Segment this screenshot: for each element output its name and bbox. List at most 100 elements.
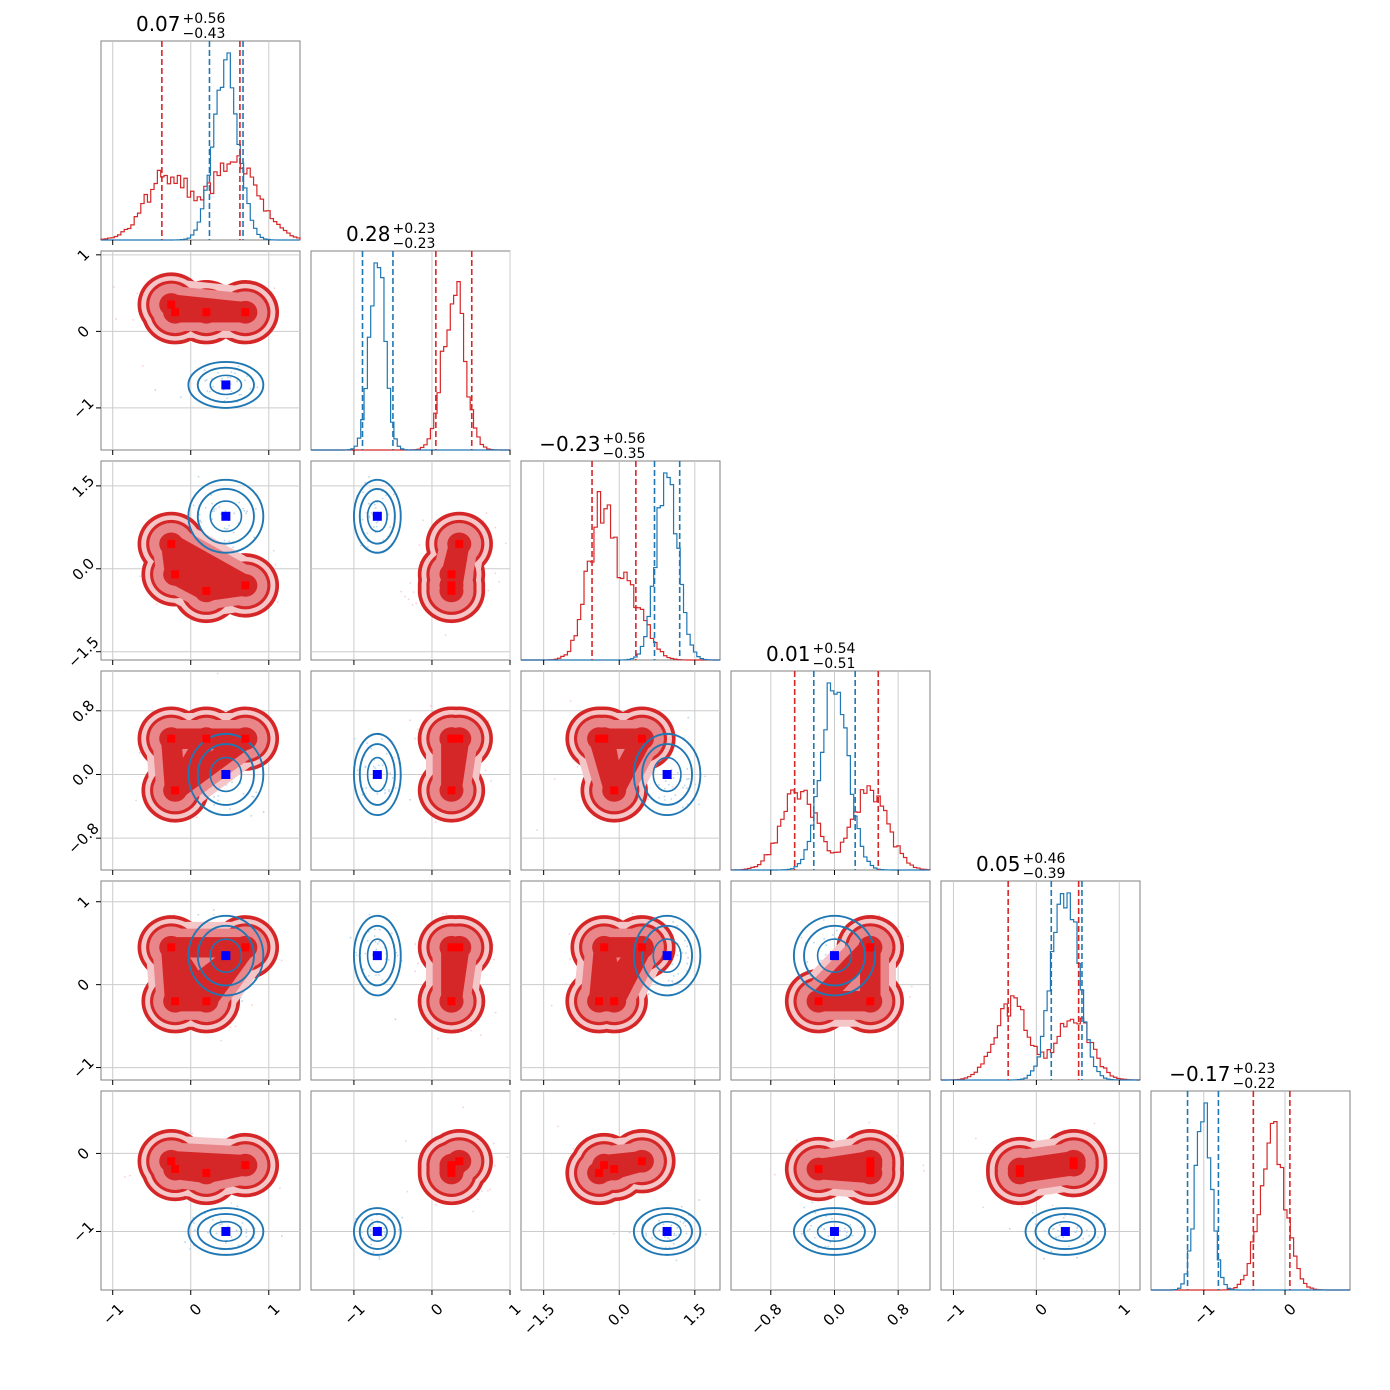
panel-1-0 (96, 250, 301, 455)
sample-point (675, 1216, 677, 1218)
x-tick-label: 0 (1032, 1300, 1051, 1319)
sample-point (378, 928, 381, 931)
sample-point (576, 765, 579, 768)
sample-point (398, 1228, 400, 1231)
sample-point (672, 776, 675, 779)
sample-point (396, 954, 399, 957)
sample-point (667, 783, 670, 786)
sample-point (682, 1222, 685, 1224)
blue-marker (221, 1226, 231, 1236)
sample-point (132, 319, 135, 321)
histogram-3: 0.01 +0.54−0.51 (730, 641, 931, 875)
sample-point (245, 1235, 248, 1238)
sample-point (1034, 1223, 1037, 1226)
red-marker (1069, 1161, 1078, 1170)
sample-point (219, 379, 222, 382)
blue-marker (221, 951, 231, 961)
sample-point (843, 1230, 846, 1233)
sample-point (1031, 1211, 1034, 1214)
sample-point (230, 371, 233, 373)
histogram-5: −0.17 +0.23−0.22 (1150, 1061, 1351, 1295)
sample-point (371, 1218, 373, 1221)
blue-histogram (941, 892, 1140, 1081)
sample-point (667, 1237, 669, 1239)
x-tick-label: 0.8 (883, 1300, 913, 1330)
red-marker (241, 308, 250, 317)
sample-point (364, 766, 367, 769)
sample-point (362, 491, 364, 494)
red-marker (447, 997, 456, 1006)
blue-contour (641, 743, 693, 806)
sample-point (683, 784, 686, 787)
sample-point (536, 829, 538, 831)
blue-marker (372, 951, 382, 961)
sample-point (489, 1188, 492, 1191)
sample-point (251, 795, 253, 798)
sample-point (237, 1244, 240, 1247)
sample-point (494, 526, 497, 529)
red-marker (241, 734, 250, 743)
blue-contour (816, 1220, 853, 1243)
sample-point (1076, 1256, 1078, 1259)
red-marker (866, 943, 875, 952)
sample-point (252, 796, 255, 798)
sample-point (370, 1243, 373, 1246)
sample-point (1057, 1235, 1060, 1238)
panel-content (352, 1106, 509, 1260)
blue-histogram (311, 262, 510, 451)
panel-3-2 (520, 670, 721, 875)
sample-point (213, 510, 215, 513)
blue-contour (187, 361, 265, 409)
panel-title-upper: +0.54 (813, 641, 856, 657)
sample-point (686, 768, 689, 770)
sample-point (416, 728, 419, 731)
sample-point (393, 756, 396, 759)
sample-point (658, 1229, 661, 1232)
y-tick-label: 1.5 (69, 472, 99, 502)
panel-content (974, 1122, 1108, 1260)
sample-point (1104, 1222, 1106, 1225)
red-density (1009, 1154, 1084, 1184)
blue-contour (792, 1207, 877, 1256)
blue-contour (358, 924, 396, 987)
sample-point (800, 1232, 803, 1235)
red-marker (866, 997, 875, 1006)
sample-point (490, 779, 493, 782)
blue-marker (372, 511, 382, 521)
y-tick-label: 1 (74, 246, 93, 265)
sample-point (687, 716, 690, 719)
sample-point (494, 1164, 496, 1167)
blue-contour (1047, 1220, 1083, 1243)
sample-point (1086, 1129, 1088, 1132)
blue-contour (187, 914, 265, 997)
sample-point (504, 542, 507, 545)
red-marker (866, 1161, 875, 1170)
panel-title-lower: −0.43 (183, 26, 226, 42)
blue-contour (632, 914, 702, 997)
blue-contour (1034, 1212, 1097, 1250)
sample-point (675, 1259, 678, 1262)
y-tick-label: 0 (74, 975, 93, 994)
sample-point (359, 544, 362, 547)
x-tick-label: 1 (505, 1300, 524, 1319)
blue-contour (196, 366, 255, 404)
sample-point (211, 518, 214, 520)
sample-point (238, 393, 241, 396)
sample-point (191, 1132, 194, 1135)
sample-point (366, 532, 369, 535)
histogram-1: 0.28 +0.23−0.23 (310, 221, 511, 455)
blue-marker (662, 769, 672, 779)
sample-point (366, 939, 369, 942)
sample-point (480, 1034, 482, 1036)
sample-point (262, 811, 265, 813)
sample-point (376, 793, 379, 795)
sample-point (824, 1245, 827, 1248)
sample-point (235, 1229, 238, 1232)
blue-contour (1024, 1207, 1107, 1256)
sample-point (381, 764, 384, 767)
sample-point (372, 526, 375, 528)
panel-title-median: 0.28 (346, 222, 391, 246)
sample-point (253, 1237, 256, 1239)
sample-point (878, 914, 881, 917)
